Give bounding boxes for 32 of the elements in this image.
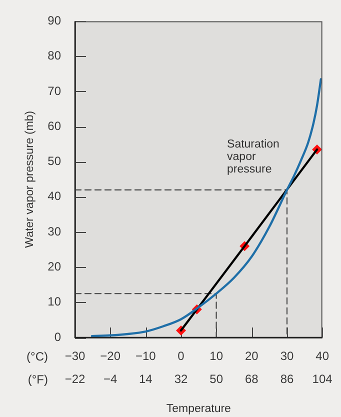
y-axis-title: Water vapor pressure (mb) bbox=[24, 110, 36, 248]
x2-tick-label: −4 bbox=[103, 372, 118, 386]
x2-tick-label: 86 bbox=[280, 372, 294, 386]
y-tick-label: 90 bbox=[48, 14, 62, 28]
y-tick-label: 40 bbox=[48, 189, 62, 204]
x-tick-label: 10 bbox=[210, 349, 224, 364]
y-tick-label: 50 bbox=[48, 154, 62, 168]
x2-tick-label: 104 bbox=[312, 372, 333, 386]
x-tick-label: 30 bbox=[280, 349, 294, 364]
x2-tick-label: −22 bbox=[64, 372, 86, 386]
y-tick-label: 60 bbox=[48, 118, 62, 133]
y-tick-label: 80 bbox=[48, 48, 62, 63]
x2-tick-label: 68 bbox=[244, 372, 259, 386]
x-axis-title: Temperature bbox=[166, 403, 231, 416]
series-label: Saturation vapor pressure bbox=[227, 138, 280, 176]
y-tick-label: 20 bbox=[48, 260, 62, 274]
x-tick-label: −30 bbox=[64, 349, 86, 364]
text: (°F) bbox=[28, 372, 48, 386]
x-tick-label: 20 bbox=[244, 349, 259, 364]
x2-tick-label: 32 bbox=[174, 372, 188, 386]
y-tick-label: 0 bbox=[54, 330, 62, 344]
x-tick-label: 0 bbox=[178, 349, 185, 364]
y-tick-label: 70 bbox=[48, 84, 62, 98]
y-tick-label: 30 bbox=[48, 224, 62, 238]
x-tick-label: −10 bbox=[135, 349, 156, 364]
x2-tick-label: 50 bbox=[210, 372, 224, 386]
y-tick-label: 10 bbox=[48, 294, 62, 309]
text: (°C) bbox=[26, 349, 48, 364]
x-tick-label: 40 bbox=[316, 349, 330, 364]
x-tick-label: −20 bbox=[100, 349, 121, 364]
line-series bbox=[90, 78, 322, 338]
x2-tick-label: 14 bbox=[138, 372, 153, 386]
